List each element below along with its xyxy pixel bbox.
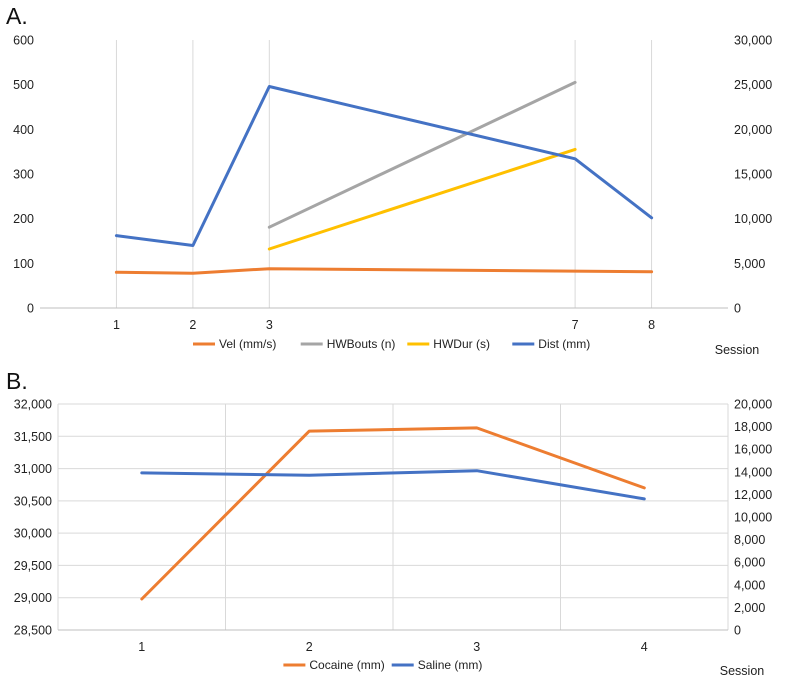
panel-a-legend-item-hwbouts-n: HWBouts (n) xyxy=(300,337,396,351)
panel-a-legend-label: HWDur (s) xyxy=(433,337,490,351)
panel-a-legend-label: HWBouts (n) xyxy=(327,337,396,351)
panel-b-series-line-saline-mm xyxy=(140,469,646,501)
panel-b-legend-label: Cocaine (mm) xyxy=(309,658,384,672)
panel-b-legend-item-saline-mm: Saline (mm) xyxy=(391,658,483,672)
chart-panel-b: B. 28,500 29,000 29,500 30,000 30,500 31,000 3… xyxy=(6,368,772,678)
panel-b-left-y-tick-label: 30,000 xyxy=(14,527,52,541)
panel-a-right-y-tick-label: 5,000 xyxy=(734,257,765,271)
panel-a-series-line-dist-mm xyxy=(114,85,654,247)
panel-a-legend-item-hwdur-s: HWDur (s) xyxy=(407,337,490,351)
panel-a-legend-item-vel-mm-s: Vel (mm/s) xyxy=(193,337,276,351)
panel-b-left-y-tick-label: 31,500 xyxy=(14,430,52,444)
panel-a-x-tick-label: 8 xyxy=(648,318,655,332)
panel-a-axes: 0 100 200 300 400 500 600 0 5,000 10,000 15,000 20,… xyxy=(13,34,772,333)
panel-a-left-y-tick-label: 600 xyxy=(13,34,34,48)
panel-b-left-y-tick-label: 31,000 xyxy=(14,462,52,476)
panel-b-series xyxy=(140,426,646,601)
panel-b-axes: 28,500 29,000 29,500 30,000 30,500 31,000 31,5… xyxy=(14,398,773,655)
panel-a-left-y-tick-label: 100 xyxy=(13,257,34,271)
panel-b-left-y-tick-label: 28,500 xyxy=(14,624,52,638)
panel-a-legend: Vel (mm/s) HWBouts (n) HWDur (s) Dist (mm) xyxy=(193,337,590,351)
panel-b-label: B. xyxy=(6,368,28,394)
panel-a-right-y-tick-label: 15,000 xyxy=(734,168,772,182)
panel-b-right-y-tick-label: 8,000 xyxy=(734,533,765,547)
panel-a-right-y-tick-label: 10,000 xyxy=(734,212,772,226)
panel-a-label: A. xyxy=(6,3,28,29)
panel-a-series-line-hwbouts-n xyxy=(267,80,577,229)
panel-b-legend-label: Saline (mm) xyxy=(418,658,483,672)
panel-a-x-tick-label: 1 xyxy=(113,318,120,332)
panel-a-x-tick-label: 2 xyxy=(189,318,196,332)
panel-b-grid xyxy=(57,403,729,631)
panel-b-right-y-tick-label: 18,000 xyxy=(734,420,772,434)
panel-b-right-y-tick-label: 0 xyxy=(734,624,741,638)
panel-b-right-y-tick-label: 16,000 xyxy=(734,443,772,457)
panel-b-left-y-tick-label: 29,500 xyxy=(14,559,52,573)
panel-a-right-y-tick-label: 0 xyxy=(734,302,741,316)
panel-b-right-y-tick-label: 12,000 xyxy=(734,488,772,502)
panel-a-x-tick-label: 3 xyxy=(266,318,273,332)
panel-a-legend-label: Dist (mm) xyxy=(538,337,590,351)
panel-b-right-y-tick-label: 14,000 xyxy=(734,465,772,479)
panel-a-series-line-vel-mm-s xyxy=(114,267,654,275)
panel-b-right-y-tick-label: 4,000 xyxy=(734,578,765,592)
panel-b-x-tick-label: 4 xyxy=(641,640,648,654)
panel-a-legend-item-dist-mm: Dist (mm) xyxy=(512,337,590,351)
panel-a-series xyxy=(114,80,654,275)
panel-b-right-y-tick-label: 20,000 xyxy=(734,398,772,412)
panel-a-series-line-hwdur-s xyxy=(267,147,577,251)
panel-b-right-y-tick-label: 6,000 xyxy=(734,556,765,570)
panel-b-x-axis-title: Session xyxy=(720,664,765,678)
panel-a-left-y-tick-label: 0 xyxy=(27,302,34,316)
panel-a-legend-label: Vel (mm/s) xyxy=(219,337,276,351)
panel-b-series-line-cocaine-mm xyxy=(140,426,646,601)
panel-b-x-tick-label: 2 xyxy=(306,640,313,654)
panel-a-right-y-tick-label: 30,000 xyxy=(734,34,772,48)
panel-a-grid xyxy=(115,40,653,308)
chart-panel-a: A. 0 100 200 300 400 500 600 0 5,000 10,000 15,000… xyxy=(6,3,772,357)
panel-a-x-axis-title: Session xyxy=(715,343,760,357)
panel-b-x-tick-label: 3 xyxy=(473,640,480,654)
panel-b-right-y-tick-label: 10,000 xyxy=(734,511,772,525)
panel-b-left-y-tick-label: 30,500 xyxy=(14,494,52,508)
panel-a-right-y-tick-label: 20,000 xyxy=(734,123,772,137)
panel-a-left-y-tick-label: 400 xyxy=(13,123,34,137)
panel-b-legend: Cocaine (mm) Saline (mm) xyxy=(283,658,482,672)
panel-a-left-y-tick-label: 300 xyxy=(13,168,34,182)
panel-b-x-tick-label: 1 xyxy=(138,640,145,654)
panel-a-right-y-tick-label: 25,000 xyxy=(734,78,772,92)
panel-b-left-y-tick-label: 29,000 xyxy=(14,591,52,605)
panel-a-left-y-tick-label: 200 xyxy=(13,212,34,226)
panel-a-left-y-tick-label: 500 xyxy=(13,78,34,92)
panel-b-right-y-tick-label: 2,000 xyxy=(734,601,765,615)
panel-b-legend-item-cocaine-mm: Cocaine (mm) xyxy=(283,658,385,672)
panel-b-left-y-tick-label: 32,000 xyxy=(14,398,52,412)
panel-a-x-tick-label: 7 xyxy=(572,318,579,332)
